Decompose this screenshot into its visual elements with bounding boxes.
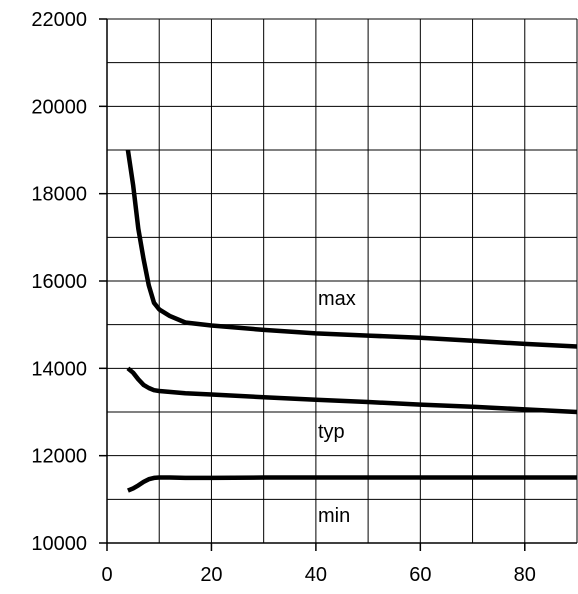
y-tick-label: 20000 [31,96,87,118]
y-tick-labels: 10000 12000 14000 16000 18000 20000 22000 [31,9,87,555]
x-tick-labels: 0 20 40 60 80 [101,564,535,586]
y-tick-label: 22000 [31,9,87,31]
y-tick-label: 16000 [31,271,87,293]
series-line-max [125,149,578,349]
series-line-min [127,475,577,493]
x-tick-label: 0 [101,564,112,586]
series-lines [125,149,578,493]
series-label-min: min [318,505,350,527]
y-tick-label: 18000 [31,184,87,206]
series-label-typ: typ [318,421,345,443]
x-tick-label: 40 [305,564,327,586]
y-tick-label: 14000 [31,358,87,380]
grid [107,18,578,543]
series-line-typ [126,366,578,415]
axes [99,18,577,551]
y-tick-label: 10000 [31,533,87,555]
x-tick-label: 20 [200,564,222,586]
y-tick-label: 12000 [31,446,87,468]
x-tick-label: 80 [514,564,536,586]
x-tick-label: 60 [409,564,431,586]
series-labels: max typ min [318,288,356,527]
series-label-max: max [318,288,356,310]
